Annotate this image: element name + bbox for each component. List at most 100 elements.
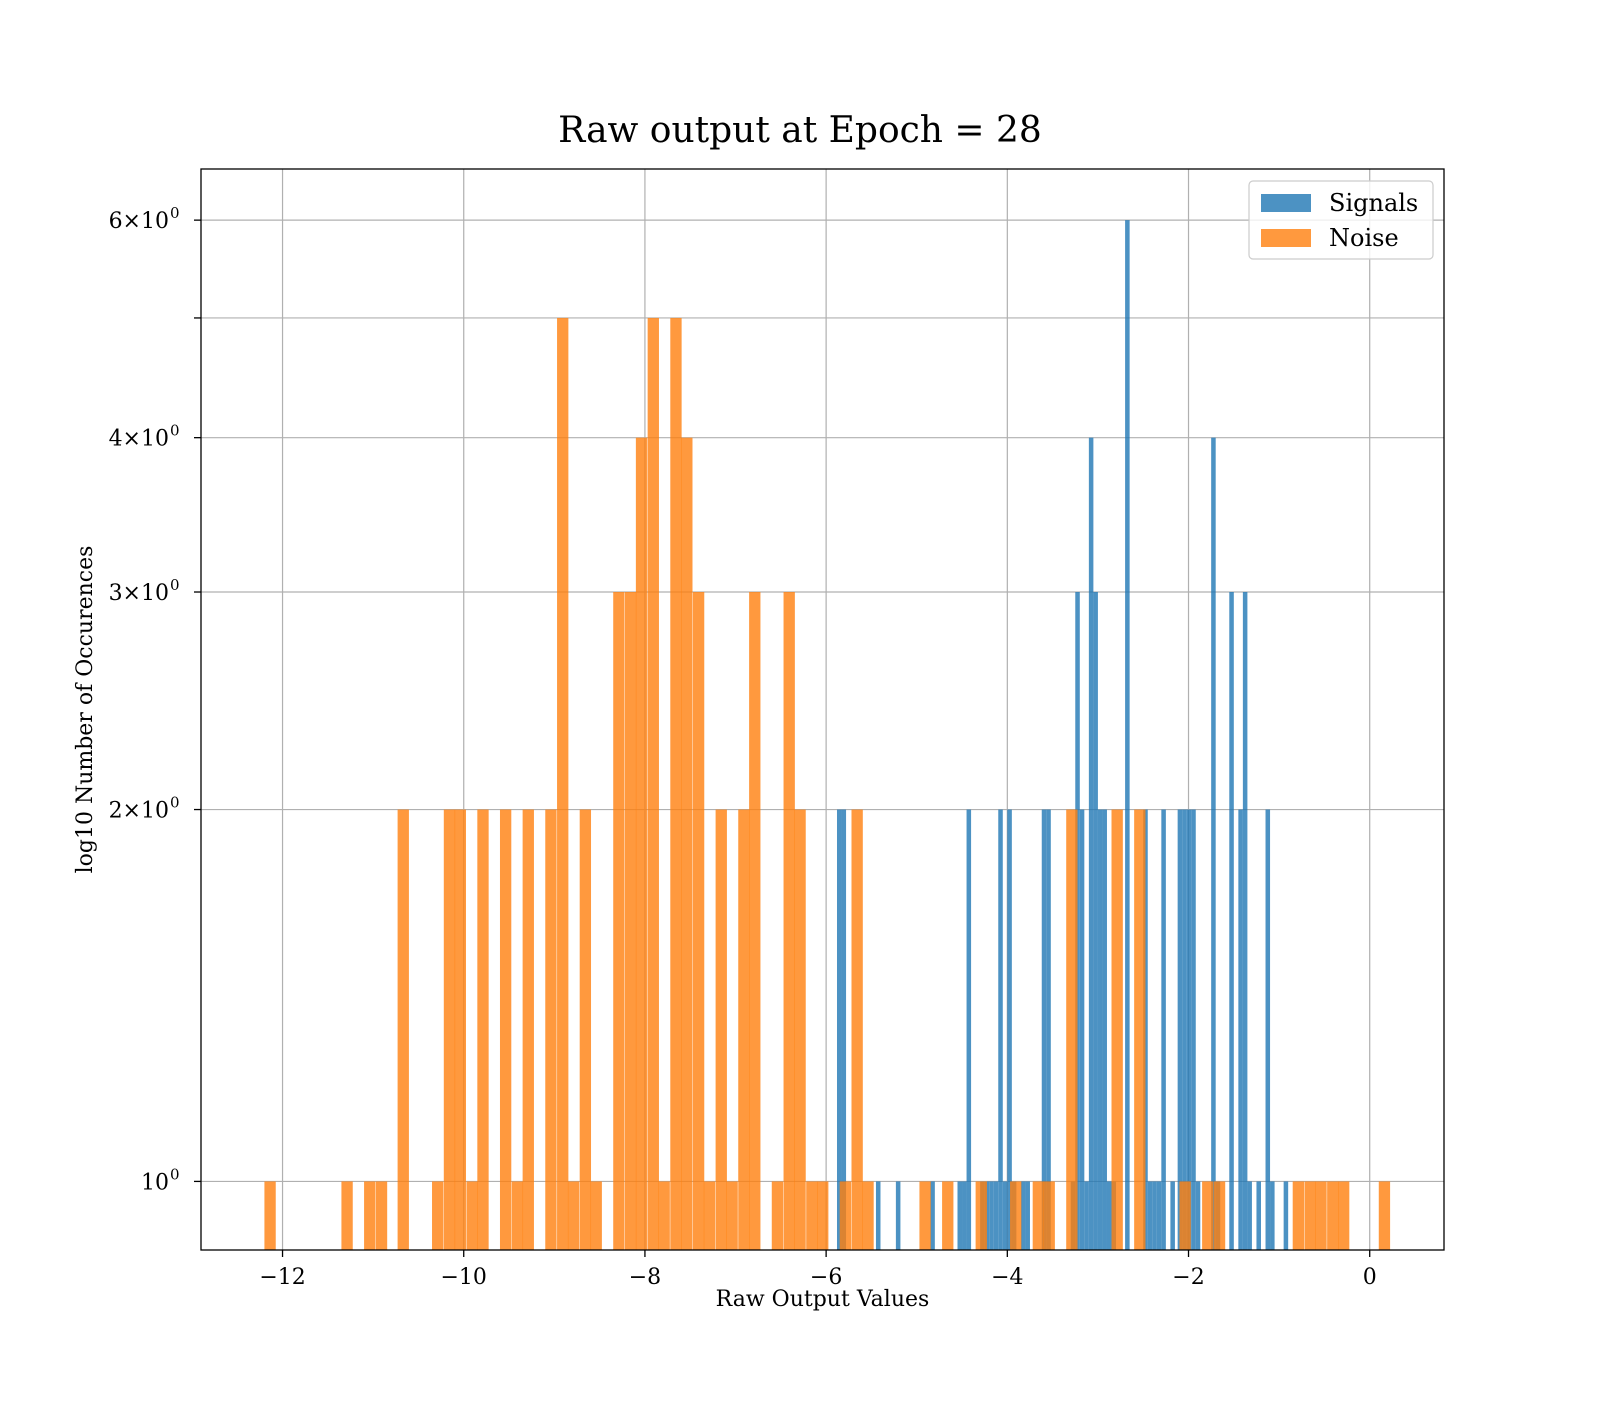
x-tick-label: −10 [441, 1265, 487, 1290]
bar-signals [836, 809, 842, 1250]
bar-noise [397, 809, 409, 1250]
bar-signals [1161, 809, 1166, 1250]
bar-noise [1066, 809, 1078, 1250]
chart-title: Raw output at Epoch = 28 [558, 110, 1042, 151]
y-tick-exponent: 0 [170, 204, 180, 222]
bar-noise [647, 317, 659, 1250]
bar-noise [851, 809, 863, 1250]
bar-noise [1202, 1181, 1214, 1250]
bar-noise [681, 437, 693, 1250]
bar-noise [817, 1181, 829, 1250]
series-signals-bars [836, 220, 1289, 1250]
bar-noise [264, 1181, 276, 1250]
bar-noise [726, 1181, 738, 1250]
bar-noise [432, 1181, 444, 1250]
bar-signals [1270, 1181, 1275, 1250]
y-tick-exponent: 0 [170, 1165, 180, 1183]
bar-noise [783, 592, 795, 1250]
bar-noise [375, 1181, 388, 1250]
x-tick-label: −8 [629, 1265, 661, 1290]
x-tick-label: −2 [1172, 1265, 1204, 1290]
bar-noise [942, 1181, 954, 1250]
bar-noise [1134, 809, 1146, 1250]
bar-noise [364, 1181, 376, 1250]
bar-noise [579, 809, 592, 1250]
bar-signals [1177, 809, 1183, 1250]
bar-signals [1041, 809, 1047, 1250]
bar-signals [989, 1181, 994, 1250]
bar-signals [1002, 1181, 1008, 1250]
series-noise-bars [264, 317, 1391, 1250]
bar-noise [545, 809, 557, 1250]
bar-signals [1093, 592, 1098, 1250]
y-tick-exponent: 0 [170, 576, 180, 594]
bar-signals [1147, 1181, 1153, 1250]
bar-signals [1265, 809, 1271, 1250]
bar-noise [1327, 1181, 1339, 1250]
bar-signals [1152, 1181, 1157, 1250]
bar-signals [1182, 809, 1187, 1250]
bar-signals [1283, 1181, 1289, 1250]
bar-noise [1378, 1181, 1391, 1250]
bar-noise [806, 1181, 818, 1250]
bar-signals [957, 1181, 963, 1250]
bar-noise [1179, 1181, 1191, 1250]
bar-signals [998, 809, 1003, 1250]
bar-signals [1156, 1181, 1162, 1250]
bar-noise [1032, 1181, 1045, 1250]
bar-signals [1106, 1181, 1112, 1250]
bar-noise [749, 592, 761, 1250]
bar-signals [1084, 1181, 1089, 1250]
y-tick-label: 2×10 [109, 799, 169, 824]
bar-noise [738, 809, 750, 1250]
bar-signals [1097, 809, 1103, 1250]
bar-noise [1338, 1181, 1350, 1250]
bar-noise [919, 1181, 931, 1250]
x-tick-label: −4 [991, 1265, 1023, 1290]
y-tick-label: 10 [141, 1170, 169, 1195]
bar-noise [839, 1181, 852, 1250]
bar-noise [499, 809, 512, 1250]
x-axis-label: Raw Output Values [716, 1287, 930, 1312]
bar-signals [1046, 809, 1051, 1250]
bar-signals [1088, 437, 1094, 1250]
bar-signals [875, 1181, 881, 1250]
x-tick-label: 0 [1363, 1265, 1377, 1290]
bar-noise [341, 1181, 353, 1250]
bar-noise [794, 809, 806, 1250]
bar-noise [590, 1181, 602, 1250]
bar-noise [635, 437, 648, 1250]
legend-label-noise: Noise [1329, 224, 1399, 252]
y-tick-label: 3×10 [109, 581, 169, 606]
bar-signals [1211, 437, 1216, 1250]
bar-signals [1242, 592, 1248, 1250]
axis-ticks: −12 −10 −8 −6 −4 −2 010 02×10 03×10 04×10 06×10 0 [109, 204, 1377, 1290]
bar-noise [771, 1181, 784, 1250]
bar-noise [975, 1181, 987, 1250]
bar-signals [1238, 809, 1243, 1250]
bar-signals [966, 809, 972, 1250]
bar-signals [993, 1181, 999, 1250]
bar-noise [658, 1181, 670, 1250]
bar-signals [1186, 809, 1192, 1250]
bar-signals [1079, 809, 1085, 1250]
legend-label-signals: Signals [1329, 189, 1418, 217]
x-tick-label: −12 [259, 1265, 305, 1290]
bar-noise [862, 1181, 874, 1250]
bar-noise [624, 592, 637, 1250]
legend-swatch-noise [1261, 229, 1311, 247]
plot-frame [200, 168, 1445, 1251]
bar-signals [841, 809, 847, 1250]
bar-noise [511, 1181, 524, 1250]
legend-swatch-signals [1261, 194, 1311, 212]
bar-signals [1195, 1181, 1201, 1250]
bar-noise [703, 1181, 716, 1250]
bar-noise [670, 317, 682, 1250]
bar-signals [1191, 809, 1196, 1250]
legend: Signals Noise [1248, 180, 1434, 260]
x-tick-label: −6 [810, 1265, 842, 1290]
bar-signals [1102, 809, 1107, 1250]
grid-lines [201, 169, 1444, 1250]
